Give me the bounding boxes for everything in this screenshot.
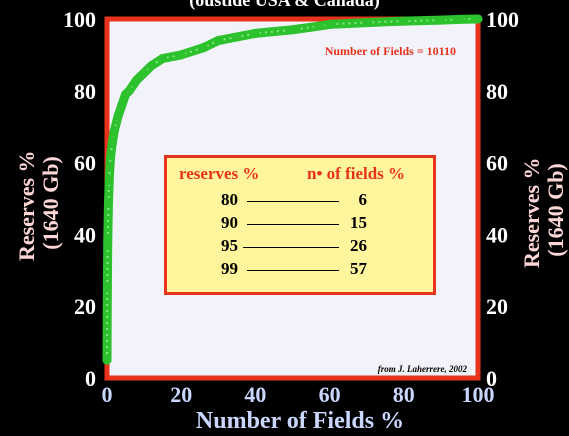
series-point xyxy=(117,100,127,110)
table-cell-fields: 15 xyxy=(350,213,367,232)
chart-title: (oustide USA & Canada) xyxy=(189,0,380,10)
series-layer xyxy=(102,14,483,365)
y-tick-label-left: 100 xyxy=(63,7,96,32)
y-tick-label-right: 40 xyxy=(486,222,508,247)
x-tick-label: 40 xyxy=(244,382,266,407)
table-row: 95 26 xyxy=(167,236,433,258)
series-point xyxy=(250,28,260,38)
table-cell-reserves: 95 xyxy=(221,236,238,255)
series-point xyxy=(454,14,464,24)
y-ticks-left: 0 20 40 60 80 100 xyxy=(63,7,96,391)
series-point xyxy=(176,50,186,60)
series-point xyxy=(288,25,297,35)
x-tick-label: 0 xyxy=(102,382,113,407)
y-tick-label-right: 80 xyxy=(486,79,508,104)
series-point xyxy=(232,32,242,42)
y-axis-label-left-line2: (1640 Gb) xyxy=(38,156,63,250)
series-point xyxy=(399,16,409,26)
table-cell-reserves: 80 xyxy=(221,190,238,209)
table-header-fields: n• of fields % xyxy=(307,164,406,183)
x-axis-label: Number of Fields % xyxy=(196,408,404,434)
y-tick-label-left: 80 xyxy=(74,79,96,104)
x-tick-label: 100 xyxy=(462,382,495,407)
series-point xyxy=(106,150,116,160)
series-point xyxy=(105,161,115,171)
series-point xyxy=(132,75,142,85)
x-tick-label: 20 xyxy=(170,382,192,407)
series-point xyxy=(147,61,157,71)
source-note: from J. Laherrere, 2002 xyxy=(378,364,468,374)
table-cell-fields: 57 xyxy=(350,259,367,278)
series-point xyxy=(198,43,208,53)
y-ticks-right: 0 20 40 60 80 100 xyxy=(486,7,519,391)
table-row: 80 6 xyxy=(167,190,433,212)
table-row: 99 57 xyxy=(167,259,433,281)
y-tick-label-left: 40 xyxy=(74,222,96,247)
series-point xyxy=(104,176,114,186)
table-cell-reserves: 99 xyxy=(221,259,238,278)
series-point xyxy=(139,68,149,78)
table-header-reserves: reserves % xyxy=(179,164,260,183)
y-tick-label-right: 20 xyxy=(486,294,508,319)
series-point xyxy=(473,14,483,24)
table-connector xyxy=(247,201,339,202)
y-tick-label-right: 100 xyxy=(486,7,519,32)
series-point xyxy=(124,86,134,96)
series-point xyxy=(213,36,223,46)
table-cell-reserves: 90 xyxy=(221,213,238,232)
series-point xyxy=(362,18,372,28)
y-axis-label-right-line2: (1640 Gb) xyxy=(543,163,568,257)
x-tick-label: 80 xyxy=(393,382,415,407)
y-axis-label-left: Reserves % (1640 Gb) xyxy=(14,145,63,261)
y-tick-label-left: 60 xyxy=(74,151,96,176)
series-point xyxy=(102,283,112,293)
series-point xyxy=(102,355,112,365)
table-connector xyxy=(247,224,339,225)
series-line-texture xyxy=(106,18,479,361)
series-point xyxy=(325,19,335,29)
y-axis-label-left-line1: Reserves % xyxy=(14,150,39,261)
field-count-annotation: Number of Fields = 10110 xyxy=(325,44,456,58)
table-connector xyxy=(243,247,339,248)
y-tick-label-left: 0 xyxy=(85,366,96,391)
table-cell-fields: 6 xyxy=(358,190,368,209)
table-row: 90 15 xyxy=(167,213,433,235)
y-tick-label-right: 0 xyxy=(486,366,497,391)
y-axis-label-right-line1: Reserves % xyxy=(519,157,544,268)
series-point xyxy=(103,197,113,207)
x-tick-label: 60 xyxy=(319,382,341,407)
table-connector xyxy=(247,270,339,271)
series-point xyxy=(158,53,168,63)
series-point xyxy=(436,15,446,25)
y-tick-label-right: 60 xyxy=(486,151,508,176)
series-point xyxy=(109,125,119,135)
series-point xyxy=(103,237,113,247)
x-ticks: 0 20 40 60 80 100 xyxy=(102,382,495,407)
y-axis-label-right: Reserves % (1640 Gb) xyxy=(519,152,568,268)
y-tick-label-left: 20 xyxy=(74,294,96,319)
series-point xyxy=(108,136,118,146)
series-point xyxy=(113,111,123,121)
table-cell-fields: 26 xyxy=(350,236,367,255)
series-point xyxy=(313,21,323,31)
summary-table: reserves % n• of fields % 80 6 90 15 95 … xyxy=(164,155,436,295)
